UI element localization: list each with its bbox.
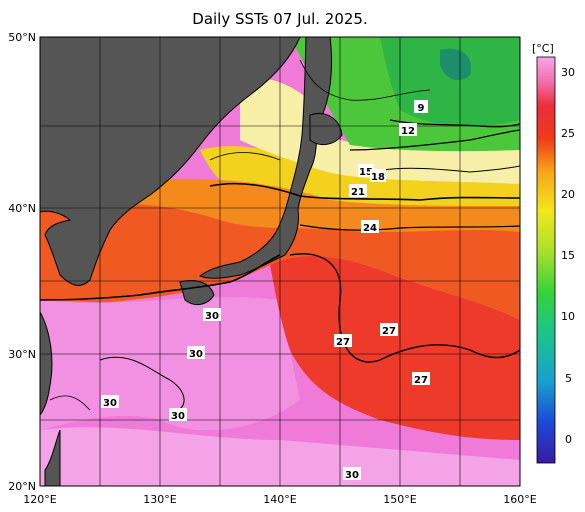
svg-text:12: 12 [401,126,415,137]
colorbar-tick: 25 [561,127,575,140]
contour-label: 27 [380,323,398,337]
contour-label: 27 [334,334,352,348]
colorbar: 30 25 20 15 10 5 0 [536,56,575,464]
colorbar-tick: 0 [565,433,572,446]
lon-label: 130°E [143,493,176,506]
contour-label: 30 [203,308,221,322]
colorbar-tick: 5 [565,372,572,385]
svg-text:15: 15 [359,167,373,178]
svg-text:27: 27 [382,326,396,337]
svg-text:27: 27 [414,375,428,386]
svg-text:30: 30 [171,411,185,422]
contour-label: 21 [349,184,367,198]
colorbar-tick: 30 [561,66,575,79]
lon-labels: 120°E 130°E 140°E 150°E 160°E [23,493,536,506]
contour-label: 30 [169,408,187,422]
colorbar-tick: 10 [561,310,575,323]
lat-label: 40°N [8,202,36,215]
colorbar-tick: 15 [561,249,575,262]
svg-text:21: 21 [351,187,365,198]
contour-label: 30 [187,346,205,360]
lon-label: 120°E [23,493,56,506]
lat-label: 30°N [8,348,36,361]
svg-text:24: 24 [363,223,377,234]
contour-label: 18 [370,169,386,183]
land [40,37,343,486]
contour-label: 9 [414,100,428,114]
svg-text:30: 30 [103,398,117,409]
colorbar-unit: [°C] [532,42,554,55]
contour-label: 24 [361,220,379,234]
colorbar-tick: 20 [561,188,575,201]
lat-label: 50°N [8,31,36,44]
svg-text:30: 30 [345,470,359,481]
svg-text:27: 27 [336,337,350,348]
svg-text:30: 30 [205,311,219,322]
svg-text:30: 30 [189,349,203,360]
lat-label: 20°N [8,480,36,493]
contour-label: 27 [412,372,430,386]
contour-label: 12 [399,123,417,137]
map-title: Daily SSTs 07 Jul. 2025. [192,10,368,28]
contour-labels: 9 12 15 18 21 24 27 27 27 30 30 30 30 30 [101,100,430,481]
lon-label: 140°E [263,493,296,506]
lon-label: 150°E [383,493,416,506]
contour-label: 30 [343,467,361,481]
contour-label: 30 [101,395,119,409]
lat-labels: 50°N 40°N 30°N 20°N [8,31,36,493]
lon-label: 160°E [503,493,536,506]
svg-text:18: 18 [371,172,385,183]
svg-text:9: 9 [418,103,425,114]
graticule [40,37,520,486]
